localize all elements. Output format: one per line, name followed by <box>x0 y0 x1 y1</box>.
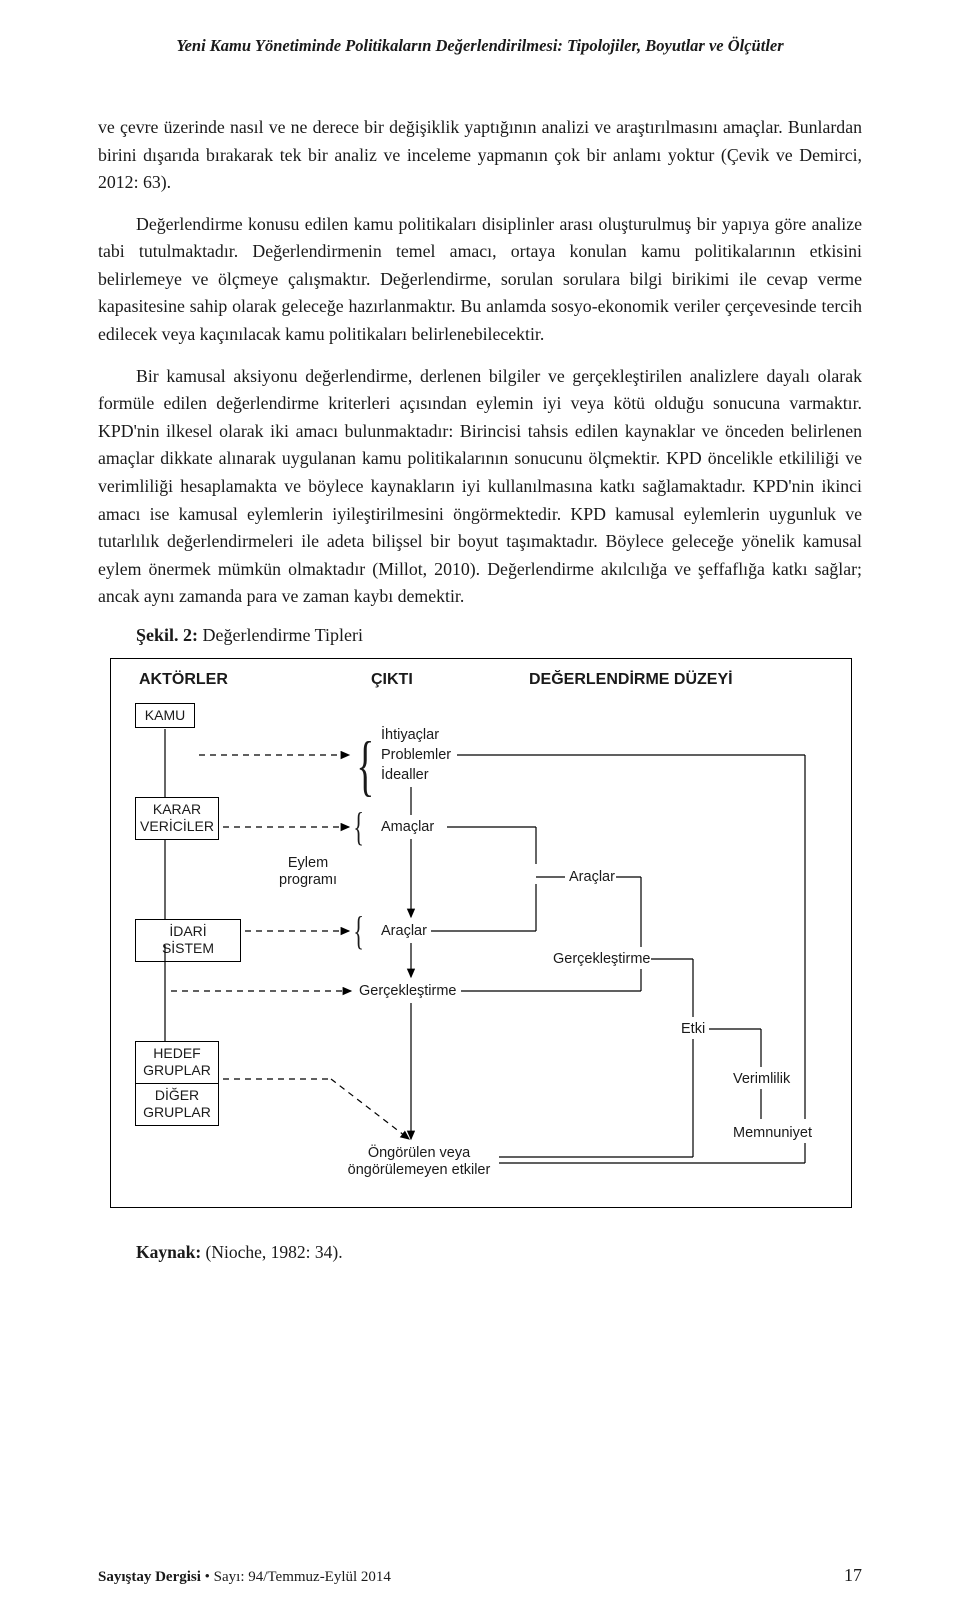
figure-diagram: AKTÖRLER ÇIKTI DEĞERLENDİRME DÜZEYİ KAMU… <box>110 658 852 1208</box>
figure-source: Kaynak: (Nioche, 1982: 34). <box>136 1242 862 1263</box>
footer-journal: Sayıştay Dergisi • Sayı: 94/Temmuz-Eylül… <box>98 1569 391 1586</box>
running-header: Yeni Kamu Yönetiminde Politikaların Değe… <box>98 36 862 56</box>
page-footer: Sayıştay Dergisi • Sayı: 94/Temmuz-Eylül… <box>98 1565 862 1586</box>
footer-page-number: 17 <box>844 1565 862 1586</box>
footer-journal-rest: • Sayı: 94/Temmuz-Eylül 2014 <box>201 1569 391 1585</box>
footer-journal-bold: Sayıştay Dergisi <box>98 1569 201 1585</box>
figure-caption-text: Değerlendirme Tipleri <box>198 625 363 645</box>
figure-caption-bold: Şekil. 2: <box>136 625 198 645</box>
source-text: (Nioche, 1982: 34). <box>201 1242 342 1262</box>
paragraph-1: ve çevre üzerinde nasıl ve ne derece bir… <box>98 114 862 197</box>
diagram-svg <box>111 659 853 1209</box>
paragraph-3: Bir kamusal aksiyonu değerlendirme, derl… <box>98 363 862 611</box>
figure-caption: Şekil. 2: Değerlendirme Tipleri <box>136 625 862 646</box>
source-label: Kaynak: <box>136 1242 201 1262</box>
paragraph-2: Değerlendirme konusu edilen kamu politik… <box>98 211 862 349</box>
